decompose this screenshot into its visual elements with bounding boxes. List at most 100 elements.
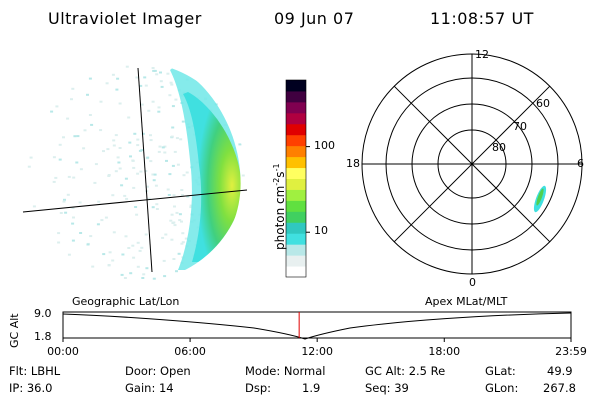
noise-speck [71, 222, 75, 225]
noise-speck [83, 129, 87, 132]
noise-speck [152, 277, 156, 280]
noise-speck [171, 126, 175, 129]
ip-info: IP: 36.0 [9, 381, 53, 395]
seq-info: Seq: 39 [365, 381, 409, 395]
noise-speck [151, 67, 155, 69]
noise-speck [107, 175, 111, 177]
noise-speck [72, 176, 76, 179]
noise-speck [184, 237, 188, 240]
noise-speck [169, 219, 173, 222]
noise-speck [145, 267, 149, 270]
noise-speck [131, 244, 135, 247]
noise-speck [100, 219, 104, 222]
colorbar-cell [286, 211, 306, 223]
noise-speck [70, 98, 73, 101]
noise-speck [180, 242, 184, 245]
noise-speck [143, 76, 147, 79]
noise-speck [153, 173, 157, 176]
noise-speck [127, 247, 131, 249]
noise-speck [97, 200, 101, 203]
colorbar-cell [286, 167, 306, 179]
noise-speck [168, 94, 172, 97]
colorbar-label-exp1: -2 [272, 177, 281, 186]
noise-speck [170, 213, 174, 216]
noise-speck [88, 77, 92, 80]
noise-speck [118, 147, 122, 149]
noise-speck [166, 188, 170, 191]
colorbar-cell [286, 80, 306, 92]
noise-speck [124, 177, 128, 180]
noise-speck [115, 88, 119, 91]
noise-speck [157, 150, 161, 153]
noise-speck [86, 93, 89, 96]
timeline-y-axis-label: GC Alt [8, 313, 21, 348]
noise-speck [112, 144, 116, 147]
noise-speck [152, 179, 156, 182]
noise-speck [176, 163, 180, 166]
noise-speck [112, 139, 116, 142]
date-label: 09 Jun 07 [274, 9, 355, 28]
noise-speck [120, 184, 124, 187]
glon-value: 267.8 [543, 381, 576, 395]
noise-speck [114, 170, 118, 173]
noise-speck [90, 123, 94, 126]
longitude-line [137, 67, 153, 273]
noise-speck [173, 224, 177, 227]
noise-speck [152, 69, 156, 72]
noise-speck [116, 156, 120, 159]
uvi-earth-image [22, 65, 248, 280]
noise-speck [164, 233, 168, 236]
noise-speck [59, 212, 63, 214]
noise-speck [64, 211, 68, 214]
colorbar-cell [286, 244, 306, 256]
noise-speck [162, 259, 166, 262]
noise-speck [171, 164, 175, 167]
noise-speck [93, 181, 97, 184]
noise-speck [133, 132, 137, 135]
noise-speck [116, 77, 120, 80]
timeline-y-tick-bottom: 1.8 [34, 330, 52, 343]
colorbar-label-exp2: -1 [272, 163, 281, 172]
noise-speck [79, 168, 83, 171]
colorbar-cell [286, 90, 306, 103]
noise-speck [124, 235, 128, 238]
noise-speck [158, 145, 162, 148]
noise-speck [91, 265, 95, 268]
noise-speck [147, 197, 151, 200]
noise-speck [117, 161, 121, 164]
noise-speck [155, 203, 159, 206]
noise-speck [99, 100, 103, 103]
noise-speck [171, 105, 175, 108]
noise-speck [52, 156, 56, 159]
noise-speck [54, 176, 58, 179]
noise-speck [170, 135, 174, 138]
noise-speck [241, 174, 245, 177]
noise-speck [165, 159, 168, 162]
gc-alt-info: GC Alt: 2.5 Re [365, 364, 446, 378]
noise-speck [172, 194, 176, 197]
noise-speck [132, 166, 136, 169]
noise-speck [99, 129, 103, 132]
noise-speck [159, 71, 162, 74]
timeline-x-tick: 23:59 [555, 345, 587, 358]
noise-speck [105, 82, 109, 85]
colorbar-cell [286, 200, 306, 212]
noise-speck [180, 189, 184, 191]
noise-speck [149, 139, 153, 142]
noise-speck [136, 172, 140, 175]
noise-speck [123, 277, 127, 279]
noise-speck [114, 134, 118, 137]
noise-speck [181, 232, 185, 235]
noise-speck [151, 100, 155, 103]
timeline-x-tick: 18:00 [428, 345, 461, 358]
noise-speck [173, 150, 177, 153]
lat-label-70: 70 [513, 120, 527, 133]
noise-speck [161, 236, 165, 239]
noise-speck [159, 80, 163, 83]
colorbar-label: photon cm-2s-1 [272, 163, 287, 250]
noise-speck [58, 158, 62, 161]
mlt-label-noon: 12 [475, 48, 489, 61]
noise-speck [181, 120, 185, 123]
noise-speck [29, 156, 33, 159]
colorbar-cell [286, 101, 306, 114]
